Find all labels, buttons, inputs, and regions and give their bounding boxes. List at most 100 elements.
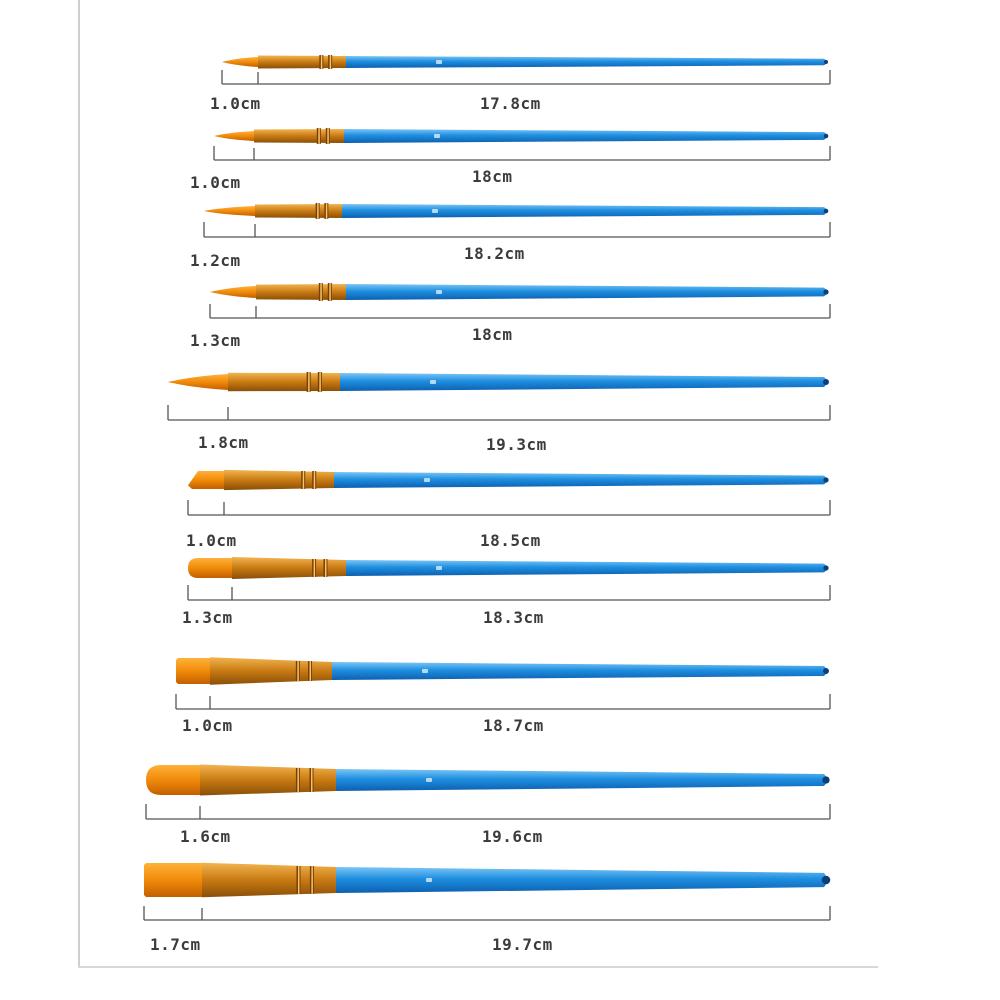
- total-length-label: 19.7cm: [492, 935, 553, 954]
- bottom-border-line: [78, 966, 878, 968]
- brush-bristles: [176, 658, 210, 684]
- ferrule-crimp-highlight: [327, 128, 329, 144]
- ferrule-crimp-highlight: [329, 55, 332, 69]
- handle-print-mark: [426, 878, 432, 882]
- brush-handle: [346, 56, 827, 68]
- tip-length-label: 1.7cm: [150, 935, 201, 954]
- brush-bristles: [214, 131, 254, 141]
- ferrule-crimp-highlight: [320, 55, 323, 69]
- ferrule-crimp-highlight: [319, 372, 321, 392]
- ferrule-crimp-highlight: [309, 661, 312, 681]
- brush-ferrule: [258, 55, 346, 69]
- handle-end-cap: [822, 776, 830, 784]
- ferrule-crimp-highlight: [308, 372, 310, 392]
- handle-end-cap: [823, 379, 829, 385]
- handle-end-cap: [821, 875, 831, 885]
- handle-print-mark: [434, 134, 440, 138]
- handle-print-mark: [422, 669, 428, 673]
- brush-row: 1.0cm 18cm: [0, 0, 1000, 192]
- ferrule-crimp-highlight: [302, 471, 305, 489]
- tip-length-label: 1.0cm: [186, 531, 237, 550]
- handle-end-cap: [823, 289, 829, 295]
- brush-handle: [334, 472, 827, 488]
- brush-handle: [336, 769, 827, 791]
- handle-print-mark: [424, 478, 430, 482]
- tip-length-label: 1.0cm: [210, 94, 261, 113]
- brush-ferrule: [210, 657, 332, 685]
- brush-ferrule: [232, 557, 346, 579]
- ferrule-crimp-highlight: [317, 203, 319, 219]
- handle-print-mark: [426, 778, 432, 782]
- brush-ferrule: [202, 862, 336, 898]
- brush-ferrule: [255, 204, 342, 218]
- brush-row: 1.3cm 18.3cm: [0, 0, 1000, 627]
- handle-end-cap: [823, 208, 829, 214]
- handle-print-mark: [436, 290, 442, 294]
- brush-handle: [342, 204, 827, 218]
- total-length-label: 19.3cm: [486, 435, 547, 454]
- brush-row: 1.2cm 18.2cm: [0, 0, 1000, 270]
- brush-ferrule: [200, 764, 336, 796]
- brush-bristles: [144, 863, 202, 897]
- total-length-label: 18.5cm: [480, 531, 541, 550]
- brush-handle: [340, 373, 827, 391]
- ferrule-crimp-highlight: [311, 866, 313, 894]
- ferrule-crimp-highlight: [320, 283, 322, 301]
- handle-print-mark: [436, 566, 442, 570]
- ferrule-crimp-highlight: [329, 283, 331, 301]
- ferrule-crimp-highlight: [325, 203, 328, 219]
- ferrule-crimp-highlight: [297, 866, 300, 894]
- brush-ferrule: [256, 284, 346, 300]
- ferrule-crimp-highlight: [318, 128, 320, 144]
- tip-length-label: 1.8cm: [198, 433, 249, 452]
- ferrule-crimp-highlight: [313, 471, 316, 489]
- total-length-label: 18.3cm: [483, 608, 544, 627]
- brush-row: 1.0cm 18.7cm: [0, 0, 1000, 735]
- brush-bristles: [204, 206, 255, 216]
- tip-length-label: 1.0cm: [182, 716, 233, 735]
- handle-print-mark: [430, 380, 436, 384]
- total-length-label: 19.6cm: [482, 827, 543, 846]
- brush-row: 1.8cm 19.3cm: [0, 0, 1000, 454]
- brush-handle: [332, 662, 827, 680]
- handle-end-cap: [823, 565, 829, 571]
- ferrule-crimp-highlight: [297, 661, 299, 681]
- brush-bristles: [222, 57, 258, 67]
- brush-row: 1.0cm 18.5cm: [0, 0, 1000, 550]
- brush-row: 1.3cm 18cm: [0, 0, 1000, 350]
- brush-row: 1.7cm 19.7cm: [0, 0, 1000, 954]
- total-length-label: 17.8cm: [480, 94, 541, 113]
- brush-handle: [336, 867, 827, 893]
- left-border-line: [78, 0, 80, 968]
- total-length-label: 18cm: [472, 325, 513, 344]
- brush-row: 1.6cm 19.6cm: [0, 0, 1000, 846]
- brush-bristles: [168, 374, 228, 390]
- brush-row: 1.0cm 17.8cm: [0, 0, 1000, 113]
- brush-bristles: [188, 471, 224, 489]
- handle-end-cap: [824, 60, 828, 64]
- tip-length-label: 1.3cm: [190, 331, 241, 350]
- tip-length-label: 1.0cm: [190, 173, 241, 192]
- brush-bristles: [146, 765, 200, 795]
- ferrule-crimp-highlight: [313, 559, 316, 577]
- handle-end-cap: [823, 477, 829, 483]
- ferrule-crimp-highlight: [311, 768, 313, 792]
- brush-handle: [346, 284, 827, 300]
- total-length-label: 18.2cm: [464, 244, 525, 263]
- total-length-label: 18cm: [472, 167, 513, 186]
- brush-handle: [344, 129, 827, 143]
- handle-print-mark: [432, 209, 438, 213]
- handle-print-mark: [436, 60, 442, 64]
- tip-length-label: 1.2cm: [190, 251, 241, 270]
